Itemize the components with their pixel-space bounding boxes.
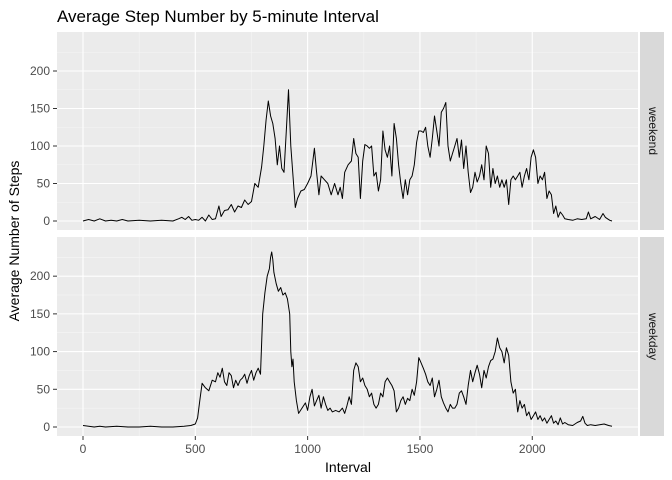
x-axis-title: Interval — [325, 459, 371, 475]
y-axis: 0 50 100 150 200 0 50 100 150 200 — [30, 64, 57, 434]
y-tick-label: 100 — [30, 345, 50, 359]
y-tick-label: 0 — [43, 214, 50, 228]
y-tick-label: 50 — [37, 177, 51, 191]
y-tick-label: 200 — [30, 269, 50, 283]
y-tick-label: 100 — [30, 139, 50, 153]
y-tick-label: 0 — [43, 420, 50, 434]
chart-panels: weekend weekday — [57, 32, 664, 436]
x-tick-label: 2000 — [519, 442, 546, 456]
y-tick-label: 150 — [30, 102, 50, 116]
x-axis: 0 500 1000 1500 2000 — [80, 436, 546, 456]
y-tick-label: 150 — [30, 307, 50, 321]
chart-title: Average Step Number by 5-minute Interval — [57, 7, 379, 26]
panel-background — [57, 237, 638, 436]
panel-weekday: weekday — [57, 237, 664, 436]
y-axis-title: Average Number of Steps — [6, 161, 22, 322]
facet-label-weekday: weekday — [646, 312, 660, 360]
panel-weekend: weekend — [57, 32, 664, 230]
x-tick-label: 1000 — [294, 442, 321, 456]
y-tick-label: 200 — [30, 64, 50, 78]
y-tick-label: 50 — [37, 382, 51, 396]
facet-label-weekend: weekend — [646, 106, 660, 155]
panel-background — [57, 32, 638, 230]
x-tick-label: 1500 — [407, 442, 434, 456]
x-tick-label: 0 — [80, 442, 87, 456]
x-tick-label: 500 — [185, 442, 205, 456]
